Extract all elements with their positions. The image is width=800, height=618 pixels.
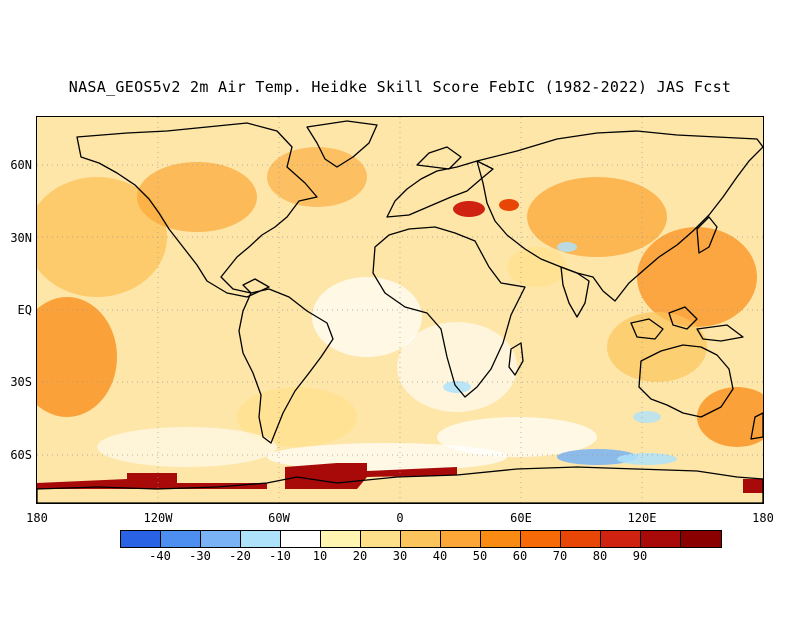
colorbar-label: 90 — [632, 549, 648, 563]
gridlines — [37, 117, 763, 503]
lat-label-eq: EQ — [17, 303, 32, 317]
lat-label-30s: 30S — [10, 375, 32, 389]
colorbar-label: -20 — [229, 549, 251, 563]
lat-label-30n: 30N — [10, 231, 32, 245]
colorbar-swatch — [681, 531, 721, 547]
skill-field — [37, 117, 763, 503]
lon-label-180w: 180 — [26, 511, 48, 525]
colorbar-label: 80 — [592, 549, 608, 563]
lon-label-60w: 60W — [268, 511, 290, 525]
lon-label-180e: 180 — [752, 511, 774, 525]
colorbar-swatch — [521, 531, 561, 547]
lat-label-60s: 60S — [10, 448, 32, 462]
colorbar-swatch — [161, 531, 201, 547]
chart-title: NASA_GEOS5v2 2m Air Temp. Heidke Skill S… — [68, 78, 732, 96]
lon-label-120w: 120W — [143, 511, 173, 525]
colorbar-label: 50 — [472, 549, 488, 563]
colorbar-swatch — [201, 531, 241, 547]
colorbar-swatch — [401, 531, 441, 547]
colorbar-label: 60 — [512, 549, 528, 563]
colorbar-swatch — [441, 531, 481, 547]
lon-label-0: 0 — [396, 511, 404, 525]
map-canvas — [37, 117, 763, 503]
colorbar-swatch — [321, 531, 361, 547]
colorbar-swatch — [121, 531, 161, 547]
coastlines — [37, 120, 763, 503]
colorbar-label: -10 — [269, 549, 291, 563]
lat-label-60n: 60N — [10, 158, 32, 172]
colorbar-swatch — [241, 531, 281, 547]
colorbar-swatch — [601, 531, 641, 547]
colorbar-swatch — [281, 531, 321, 547]
colorbar-label: 30 — [392, 549, 408, 563]
lon-label-120e: 120E — [627, 511, 657, 525]
colorbar-swatch — [361, 531, 401, 547]
colorbar-swatch — [641, 531, 681, 547]
lon-label-60e: 60E — [510, 511, 532, 525]
colorbar-label: -30 — [189, 549, 211, 563]
skill-score-map — [36, 116, 764, 504]
colorbar — [120, 530, 722, 548]
colorbar-label: 10 — [312, 549, 328, 563]
colorbar-label: 20 — [352, 549, 368, 563]
colorbar-label: 70 — [552, 549, 568, 563]
colorbar-label: 40 — [432, 549, 448, 563]
colorbar-swatch — [481, 531, 521, 547]
colorbar-label: -40 — [149, 549, 171, 563]
colorbar-swatch — [561, 531, 601, 547]
